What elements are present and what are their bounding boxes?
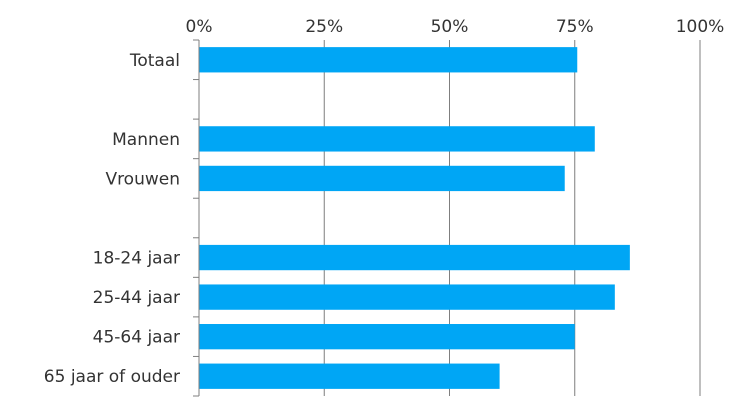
category-label: 25-44 jaar bbox=[93, 288, 180, 308]
category-label: Mannen bbox=[112, 130, 180, 150]
x-tick-label: 25% bbox=[305, 17, 343, 37]
category-label: 45-64 jaar bbox=[93, 328, 180, 348]
category-label: 18-24 jaar bbox=[93, 249, 180, 269]
category-label: Vrouwen bbox=[105, 169, 180, 189]
x-tick-label: 50% bbox=[431, 17, 469, 37]
bar bbox=[199, 47, 578, 73]
bars bbox=[199, 47, 630, 389]
bar bbox=[199, 126, 595, 152]
bar bbox=[199, 244, 630, 271]
category-labels: Totaal Mannen Vrouwen 18-24 jaar 25-44 jaar 4… bbox=[44, 51, 180, 387]
bar bbox=[199, 324, 575, 350]
x-tick-label: 75% bbox=[556, 17, 594, 37]
category-label: Totaal bbox=[129, 51, 180, 71]
y-axis-ticks bbox=[193, 39, 199, 397]
x-tick-label: 0% bbox=[186, 17, 213, 37]
bar bbox=[199, 165, 565, 192]
x-tick-label: 100% bbox=[676, 17, 725, 37]
bar bbox=[199, 284, 615, 310]
x-axis-ticks: 0% 25% 50% 75% 100% bbox=[186, 17, 725, 37]
category-label: 65 jaar of ouder bbox=[44, 367, 180, 387]
bar bbox=[199, 363, 500, 389]
